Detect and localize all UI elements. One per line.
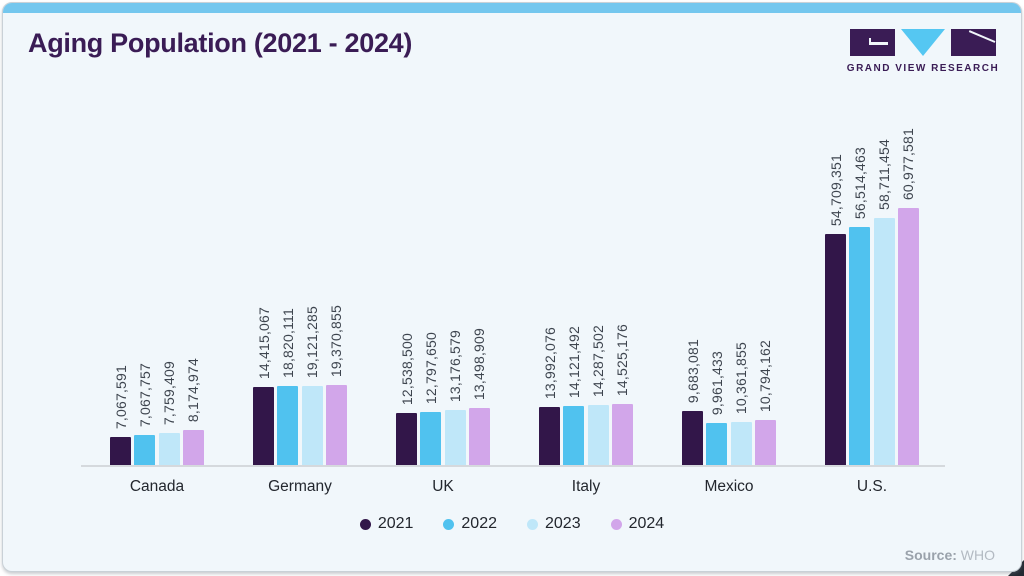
chart-legend: 2021 2022 2023 2024 [3,515,1021,533]
bar-2022: 9,961,433 [706,351,728,465]
bar-2023: 13,176,579 [444,330,466,465]
legend-label: 2022 [461,515,497,532]
bar-value-label: 19,121,285 [304,305,321,378]
bar-group-uk: 12,538,500 12,797,650 13,176,579 13,498,909… [396,328,490,495]
bar-2023: 58,711,454 [873,139,895,465]
bar-2022: 12,797,650 [420,332,442,465]
bar-value-label: 12,797,650 [422,331,439,404]
bar-chart-plot-area: 7,067,591 7,067,757 7,759,409 8,174,974 Cana… [81,103,945,495]
bar-group-us: 54,709,351 56,514,463 58,711,454 60,977,581… [825,128,919,495]
bar-value-label: 7,759,409 [161,360,178,425]
bar-value-label: 9,683,081 [684,338,701,403]
bar-2022: 7,067,757 [134,363,156,465]
source-name: WHO [960,547,995,563]
bar-2022: 18,820,111 [277,308,299,465]
bar-group-mexico: 9,683,081 9,961,433 10,361,855 10,794,162 Me… [682,339,776,495]
logo-letter-r-icon [951,29,996,56]
bar-group-germany: 14,415,067 18,820,111 19,121,285 19,370,855… [253,305,347,495]
bar-2024: 60,977,581 [897,128,919,465]
category-label: UK [432,478,454,495]
bar-2021: 13,992,076 [539,327,560,465]
legend-dot-icon [527,518,538,530]
bar-value-label: 13,176,579 [447,329,464,402]
chart-title: Aging Population (2021 - 2024) [28,28,413,58]
bar-2021: 14,415,067 [253,307,274,465]
bar-value-label: 54,709,351 [827,153,844,226]
legend-item-2021: 2021 [359,515,414,533]
bar-2021: 54,709,351 [825,154,846,465]
bar-2023: 14,287,502 [587,325,609,465]
bar-2024: 8,174,974 [182,358,204,465]
category-label: Italy [571,478,601,495]
legend-dot-icon [359,518,371,530]
bar-2021: 7,067,591 [110,365,131,465]
bar-2023: 10,361,855 [730,342,752,465]
x-axis-line [81,465,945,467]
bar-value-label: 7,067,757 [136,362,153,427]
bar-value-label: 12,538,500 [398,332,415,405]
category-label: U.S. [856,478,888,495]
bar-2021: 12,538,500 [396,333,417,465]
bar-value-label: 18,820,111 [279,308,296,378]
bar-2023: 7,759,409 [158,361,180,465]
source-attribution: Source: WHO [905,547,995,563]
bar-2024: 14,525,176 [611,324,633,465]
bar-2023: 19,121,285 [301,306,323,465]
bar-2022: 14,121,492 [563,326,585,465]
legend-item-2024: 2024 [610,515,665,533]
bar-value-label: 8,174,974 [185,357,202,422]
legend-label: 2024 [628,515,665,532]
bar-2024: 19,370,855 [325,305,347,465]
bar-group-canada: 7,067,591 7,067,757 7,759,409 8,174,974 Cana… [110,358,204,495]
bar-value-label: 56,514,463 [851,146,868,219]
source-label: Source: [904,547,957,563]
bar-2024: 10,794,162 [754,340,776,465]
bar-groups-container: 7,067,591 7,067,757 7,759,409 8,174,974 Cana… [81,128,945,495]
bar-value-label: 14,415,067 [255,306,272,379]
bar-value-label: 58,711,454 [876,138,893,210]
bar-value-label: 10,361,855 [733,341,750,414]
bar-2022: 56,514,463 [849,147,871,465]
bar-value-label: 7,067,591 [112,364,129,429]
legend-item-2022: 2022 [443,515,497,533]
legend-dot-icon [443,518,455,530]
bar-value-label: 14,287,502 [590,324,607,397]
bar-value-label: 19,370,855 [328,304,345,377]
bar-value-label: 60,977,581 [900,127,917,200]
gvr-logo-icon [850,29,996,56]
logo-letter-g-icon [850,29,895,56]
top-accent-bar [3,3,1021,13]
legend-dot-icon [610,518,622,530]
bar-group-italy: 13,992,076 14,121,492 14,287,502 14,525,176… [539,324,633,495]
bar-value-label: 14,525,176 [614,323,631,396]
grand-view-research-logo: GRAND VIEW RESEARCH [846,29,1000,74]
category-label: Mexico [704,478,754,495]
logo-wordmark: GRAND VIEW RESEARCH [846,63,1000,74]
bar-value-label: 13,498,909 [471,327,488,400]
bar-value-label: 13,992,076 [541,326,558,399]
bar-value-label: 9,961,433 [708,350,725,415]
bar-2021: 9,683,081 [682,339,703,465]
legend-label: 2021 [377,515,414,532]
bar-value-label: 10,794,162 [757,339,774,412]
category-label: Canada [129,478,185,495]
legend-item-2023: 2023 [527,515,581,533]
legend-label: 2023 [545,515,581,532]
logo-letter-v-icon [901,29,945,56]
category-label: Germany [268,478,332,495]
bar-2024: 13,498,909 [468,328,490,465]
bar-value-label: 14,121,492 [565,325,582,398]
